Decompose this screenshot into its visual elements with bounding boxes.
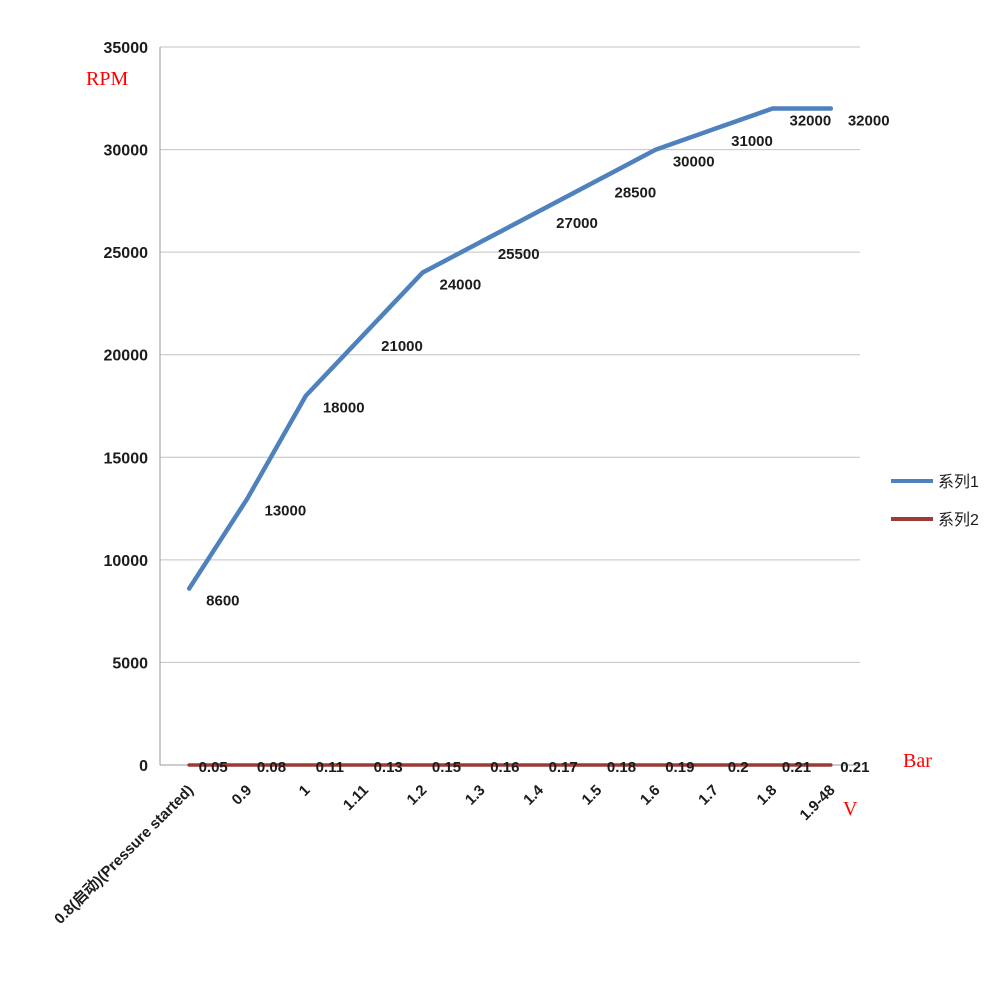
y-axis-tick-label: 5000: [112, 655, 148, 672]
x-axis-category-label: 1.5: [579, 782, 606, 809]
x-axis-category-label: 1: [296, 782, 314, 800]
series1-data-label: 28500: [615, 184, 657, 201]
series-line-1: [186, 106, 834, 591]
x-axis-category-label: 1.8: [754, 782, 781, 809]
x-axis-category-label: 1.11: [340, 782, 372, 814]
series1-data-label: 32000: [790, 113, 832, 130]
y-axis-tick-label: 35000: [104, 40, 149, 57]
series2-data-label: 0.18: [607, 759, 636, 776]
y-axis-tick-label: 20000: [104, 348, 149, 365]
series1-data-label: 18000: [323, 400, 365, 417]
series1-data-label: 25500: [498, 246, 540, 263]
series2-data-label: 0.21: [840, 759, 869, 776]
x-axis-category-label: 0.8(启动)(Pressure started): [50, 781, 197, 928]
secondary-unit-label: Bar: [903, 750, 932, 772]
legend-label-1: 系列1: [938, 473, 979, 491]
series1-data-label: 27000: [556, 215, 598, 232]
series2-data-label: 0.08: [257, 759, 286, 776]
series1-data-label: 8600: [206, 593, 239, 610]
x-axis-category-label: 1.9-48: [797, 782, 839, 824]
x-axis-category-label: 1.2: [404, 782, 431, 809]
series2-data-label: 0.05: [199, 759, 228, 776]
series2-data-label: 0.15: [432, 759, 461, 776]
legend-label-2: 系列2: [938, 511, 979, 529]
y-axis-tick-label: 0: [139, 758, 148, 775]
x-axis-category-label: 1.4: [520, 781, 547, 808]
x-axis-unit-label: V: [843, 798, 858, 820]
series2-data-label: 0.17: [549, 759, 578, 776]
series1-data-label: 30000: [673, 154, 715, 171]
x-axis-category-label: 1.7: [695, 782, 722, 809]
series2-data-label: 0.16: [490, 759, 519, 776]
series1-data-label: 32000: [848, 113, 890, 130]
series2-data-label: 0.21: [782, 759, 811, 776]
series2-data-label: 0.11: [316, 759, 344, 776]
x-axis-category-label: 0.9: [229, 782, 256, 809]
y-axis-unit-label: RPM: [86, 68, 129, 90]
series1-data-label: 31000: [731, 133, 773, 150]
series2-data-label: 0.2: [728, 759, 749, 776]
series2-data-label: 0.13: [374, 759, 403, 776]
y-axis-tick-label: 25000: [104, 245, 149, 262]
y-axis-tick-label: 10000: [104, 553, 149, 570]
y-axis-tick-label: 30000: [104, 143, 149, 160]
series1-data-label: 13000: [265, 502, 307, 519]
series1-data-label: 24000: [440, 277, 482, 294]
series1-data-label: 21000: [381, 338, 423, 355]
x-axis-category-label: 1.6: [637, 782, 664, 809]
series2-data-label: 0.19: [665, 759, 694, 776]
x-axis-category-label: 1.3: [462, 782, 489, 809]
y-axis-tick-label: 15000: [104, 450, 149, 467]
